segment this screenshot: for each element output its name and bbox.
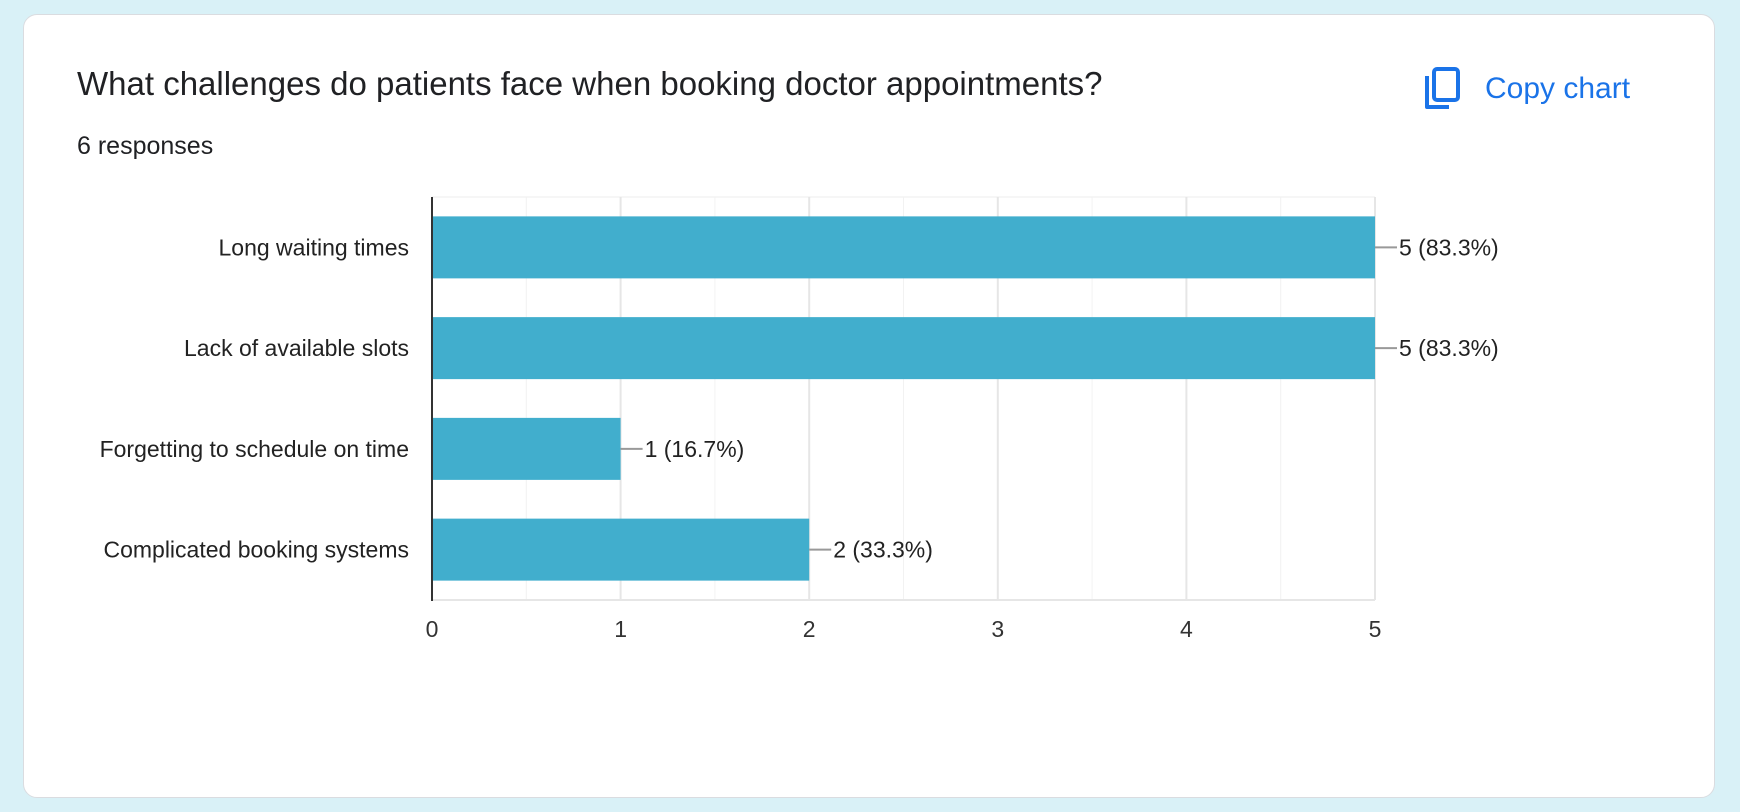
category-label: Complicated booking systems <box>103 537 409 563</box>
response-count: 6 responses <box>77 132 214 160</box>
x-tick-label: 1 <box>614 616 627 642</box>
bar <box>432 518 810 581</box>
x-tick-label: 2 <box>803 616 816 642</box>
x-tick-label: 5 <box>1369 616 1382 642</box>
bar <box>432 417 621 480</box>
category-label: Forgetting to schedule on time <box>100 436 409 462</box>
chart-card: What challenges do patients face when bo… <box>23 14 1715 798</box>
data-label: 2 (33.3%) <box>833 537 933 563</box>
data-label: 1 (16.7%) <box>645 436 745 462</box>
data-label: 5 (83.3%) <box>1399 335 1499 361</box>
copy-icon <box>1425 67 1460 109</box>
bar-chart: Long waiting times 5 (83.3%) Lack of avail… <box>100 196 1499 642</box>
x-tick-label: 0 <box>426 616 439 642</box>
category-label: Long waiting times <box>219 234 410 260</box>
copy-chart-button[interactable]: Copy chart <box>1419 59 1630 119</box>
copy-chart-label: Copy chart <box>1485 72 1631 105</box>
data-label: 5 (83.3%) <box>1399 234 1499 260</box>
question-title: What challenges do patients face when bo… <box>77 65 1103 102</box>
bar <box>432 216 1375 279</box>
x-tick-label: 3 <box>991 616 1004 642</box>
bar <box>432 317 1375 380</box>
x-tick-label: 4 <box>1180 616 1193 642</box>
category-label: Lack of available slots <box>184 335 409 361</box>
